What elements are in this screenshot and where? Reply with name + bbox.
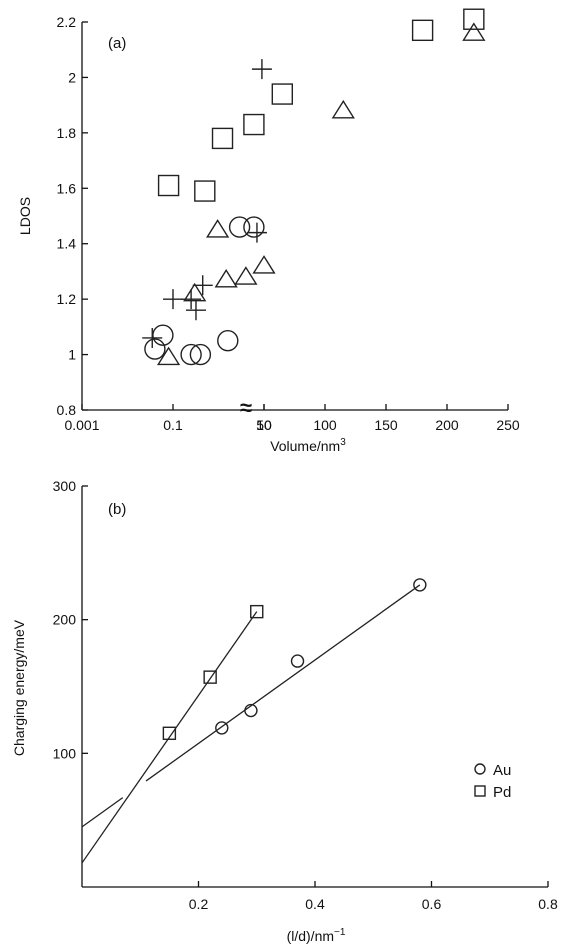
panel-b-y-tick-label: 100 [53, 745, 77, 761]
panel-a-plus-point [185, 300, 206, 321]
panel-a-circle-point [144, 338, 166, 360]
panel-a-square-point [211, 127, 234, 150]
panel-a-plus-point [251, 59, 272, 80]
panel-a-x-tick-label: 150 [374, 417, 398, 433]
panel-b-x-axis-title: (l/d)/nm−1 [287, 927, 346, 944]
panel-a-y-tick-label: 1.8 [57, 125, 77, 141]
panel-a-y-tick-label: 1.2 [57, 291, 77, 307]
panel-a-triangle-point [331, 99, 355, 119]
panel-a-triangle-point [234, 266, 258, 285]
panel-a-x-tick-label: 100 [313, 417, 337, 433]
legend-pd-marker [474, 785, 486, 797]
panel-b-au-point [215, 721, 229, 735]
panel-b-x-axis-title-text: (l/d)/nm [287, 928, 334, 944]
panel-a-triangle-point [214, 268, 238, 288]
panel-a-data-points [142, 8, 486, 366]
legend-au-label: Au [493, 762, 511, 779]
panel-a-y-tick-label: 2 [68, 69, 76, 85]
panel-a-axis-break-symbol: ≈ [240, 395, 252, 420]
panel-a-y-tick-label: 1 [68, 347, 76, 363]
panel-b-x-tick-label: 0.8 [538, 896, 558, 912]
panel-a-x-tick-label: 200 [435, 417, 459, 433]
panel-a-triangle-point [183, 282, 207, 302]
panel-a-x-tick-label: 0.1 [163, 417, 183, 433]
panel-a-circle-point [189, 343, 212, 366]
panel-a-circle-point [228, 216, 251, 238]
panel-b-y-tick-label: 300 [53, 478, 77, 494]
panel-b-x-tick-label: 0.2 [189, 896, 209, 912]
panel-a-triangle-point [206, 219, 230, 238]
panel-b-ticks: 100 200 300 0.2 0.4 0.6 0.8 [53, 478, 558, 912]
panel-b-fit-line-au [81, 797, 124, 828]
panel-a-plus-point [142, 327, 163, 348]
panel-a-circle-point [180, 343, 202, 366]
panel-b-legend: Au Pd [474, 762, 511, 801]
panel-b-pd-point [162, 726, 177, 740]
panel-b-data-points [162, 578, 427, 740]
panel-b-au-point [290, 654, 305, 668]
panel-a-plus-point [181, 289, 202, 310]
panel-b-charging-energy: 100 200 300 0.2 0.4 0.6 0.8 (b) Charging energ… [11, 478, 558, 944]
panel-b-fit-line-pd [81, 611, 258, 864]
panel-a-y-axis-title: LDOS [17, 197, 33, 235]
panel-a-y-tick-label: 0.8 [57, 402, 77, 418]
panel-a-plus-point [192, 275, 213, 296]
panel-a-square-point [157, 174, 180, 197]
panel-a-x-tick-label: 250 [496, 417, 520, 433]
panel-a-plus-point [163, 289, 183, 310]
panel-a-triangle-point [156, 346, 181, 366]
panel-a-x-axis-title-superscript: 3 [340, 437, 346, 448]
panel-a-square-point [243, 113, 265, 136]
legend-au-marker [474, 763, 486, 775]
panel-b-x-tick-label: 0.4 [305, 896, 325, 912]
panel-b-x-axis-title-superscript: −1 [334, 927, 346, 938]
panel-b-fit-line-au [145, 584, 421, 782]
panel-b-au-point [244, 703, 258, 718]
panel-a-square-point [271, 83, 293, 105]
panel-a-triangle-point [252, 255, 276, 274]
panel-b-fit-lines [81, 584, 421, 864]
panel-b-y-tick-label: 200 [53, 612, 77, 628]
panel-a-circle-point [217, 330, 239, 352]
panel-a-y-tick-label: 1.6 [57, 180, 77, 196]
panel-a-label: (a) [108, 35, 126, 52]
panel-a-square-point [194, 180, 216, 202]
panel-a-plus-point [246, 222, 267, 243]
panel-a-circle-point [243, 216, 265, 238]
panel-a-x-tick-label: 10 [256, 417, 272, 433]
panel-a-x-axis-title: Volume/nm3 [270, 437, 346, 454]
panel-a-x-tick-label: 50 [256, 417, 272, 433]
panel-a-square-point [411, 19, 434, 42]
panel-b-y-axis-title: Charging energy/meV [11, 619, 27, 756]
panel-b-x-tick-label: 0.6 [422, 896, 442, 912]
panel-a-square-point [463, 8, 485, 30]
panel-b-pd-point [203, 670, 217, 684]
panel-a-y-tick-label: 1.4 [57, 236, 77, 252]
panel-b-label: (b) [108, 501, 126, 518]
legend-pd-label: Pd [493, 784, 511, 801]
panel-a-triangle-point [462, 22, 486, 41]
panel-a-x-axis-title-text: Volume/nm [270, 438, 340, 454]
panel-a-x-tick-label: 0.001 [64, 417, 99, 433]
panel-b-pd-point [250, 604, 264, 619]
panel-a-y-tick-label: 2.2 [57, 14, 77, 30]
panel-b-au-point [413, 578, 427, 592]
